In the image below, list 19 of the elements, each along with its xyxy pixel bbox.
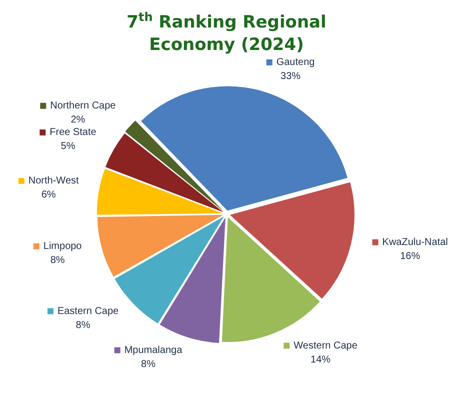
data-label: 14% [310, 354, 331, 366]
legend-label: Mpumalanga [124, 345, 183, 356]
data-label: 16% [400, 251, 420, 262]
data-label: 5% [60, 141, 76, 152]
legend-label: Free State [50, 127, 97, 138]
data-label: 6% [41, 190, 56, 201]
legend-label: Limpopo [43, 241, 82, 252]
data-label: 8% [76, 320, 90, 331]
data-label: 8% [141, 359, 156, 370]
legend-label: North-West [28, 176, 79, 187]
data-label: 8% [50, 255, 65, 266]
legend-label: Northern Cape [50, 100, 116, 112]
legend-label: Western Cape [294, 340, 358, 352]
data-label: 2% [70, 114, 86, 126]
data-label: 33% [280, 71, 301, 82]
legend-label: Gauteng [276, 57, 315, 68]
legend-label: Eastern Cape [57, 306, 120, 317]
chart-title: 7$^{th}$ Ranking Regional Economy (2024) [126, 9, 328, 57]
legend-label: KwaZulu-Natal [382, 237, 448, 248]
